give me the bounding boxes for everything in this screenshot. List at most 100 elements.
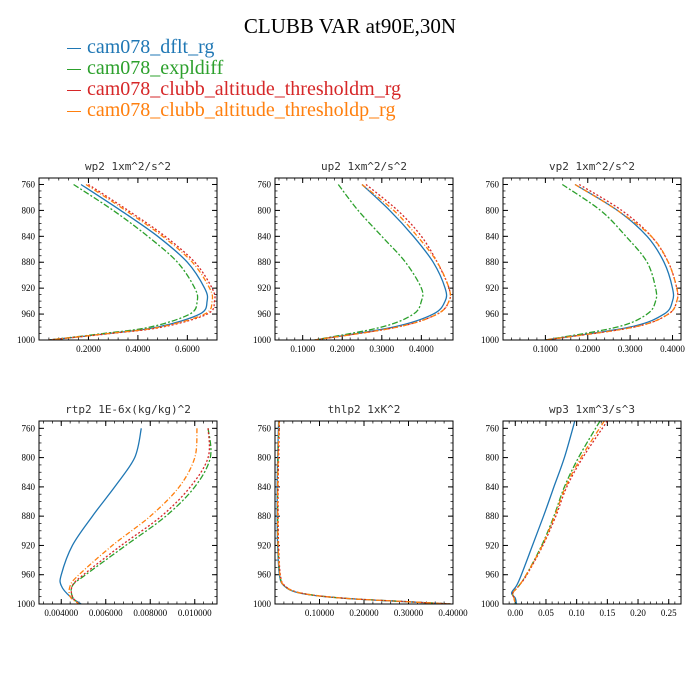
y-tick-label: 880 bbox=[258, 257, 272, 267]
series-line bbox=[545, 183, 675, 340]
y-tick-label: 880 bbox=[486, 257, 500, 267]
y-tick-label: 1000 bbox=[17, 335, 36, 345]
series-line bbox=[70, 428, 212, 604]
x-tick-label: 0.4000 bbox=[660, 344, 685, 354]
y-tick-label: 840 bbox=[486, 231, 500, 241]
y-tick-label: 920 bbox=[22, 540, 36, 550]
series-line bbox=[511, 421, 608, 604]
series-line bbox=[314, 183, 452, 340]
series-group bbox=[276, 421, 451, 604]
y-tick-label: 1000 bbox=[481, 335, 500, 345]
y-tick-label: 920 bbox=[22, 283, 36, 293]
y-tick-label: 800 bbox=[22, 453, 36, 463]
y-tick-label: 760 bbox=[486, 423, 500, 433]
y-tick-label: 880 bbox=[258, 511, 272, 521]
x-tick-label: 0.3000 bbox=[618, 344, 643, 354]
x-tick-label: 0.2000 bbox=[575, 344, 600, 354]
x-tick-label: 0.10 bbox=[569, 608, 585, 618]
y-tick-label: 840 bbox=[258, 231, 272, 241]
series-group bbox=[48, 183, 216, 340]
x-tick-label: 0.010000 bbox=[178, 608, 212, 618]
y-tick-label: 960 bbox=[258, 570, 272, 580]
x-tick-label: 0.3000 bbox=[369, 344, 394, 354]
series-group bbox=[545, 183, 679, 340]
y-tick-label: 800 bbox=[486, 205, 500, 215]
series-line bbox=[48, 183, 199, 340]
legend-swatch bbox=[67, 110, 81, 112]
series-line bbox=[545, 183, 679, 340]
series-line bbox=[314, 184, 448, 340]
y-tick-label: 960 bbox=[22, 570, 36, 580]
y-tick-label: 960 bbox=[486, 309, 500, 319]
panel-title: wp3 1xm^3/s^3 bbox=[549, 403, 635, 416]
series-line bbox=[48, 183, 216, 340]
y-tick-label: 800 bbox=[258, 205, 272, 215]
x-tick-label: 0.25 bbox=[661, 608, 677, 618]
x-tick-label: 0.1000 bbox=[290, 344, 315, 354]
legend-swatch bbox=[67, 89, 81, 91]
legend-swatch bbox=[67, 47, 81, 49]
x-tick-label: 0.2000 bbox=[330, 344, 355, 354]
y-tick-label: 880 bbox=[22, 511, 36, 521]
y-tick-label: 840 bbox=[258, 482, 272, 492]
y-tick-label: 880 bbox=[486, 511, 500, 521]
x-tick-label: 0.4000 bbox=[126, 344, 151, 354]
panel: wp2 1xm^2/s^2 760 800 840 880 920 960 1000 0.200… bbox=[17, 160, 218, 354]
legend-label: cam078_expldiff bbox=[87, 57, 224, 79]
x-tick-label: 0.6000 bbox=[175, 344, 200, 354]
panel-frame bbox=[274, 420, 454, 605]
panel-title: thlp2 1xK^2 bbox=[328, 403, 401, 416]
legend-label: cam078_clubb_altitude_thresholdp_rg bbox=[87, 99, 396, 121]
y-tick-label: 920 bbox=[486, 283, 500, 293]
series-line bbox=[545, 183, 658, 340]
panel-frame bbox=[274, 177, 454, 341]
legend-swatch bbox=[67, 68, 81, 70]
x-tick-label: 0.05 bbox=[538, 608, 554, 618]
y-tick-label: 800 bbox=[486, 453, 500, 463]
panel: wp3 1xm^3/s^3 760 800 840 880 920 960 1000 0.00 0… bbox=[481, 403, 682, 618]
panel-frame bbox=[38, 177, 218, 341]
y-tick-label: 880 bbox=[22, 257, 36, 267]
panel-frame bbox=[38, 420, 218, 605]
series-line bbox=[276, 421, 451, 604]
series-group bbox=[510, 421, 608, 604]
x-tick-label: 0.30000 bbox=[394, 608, 424, 618]
x-tick-label: 0.20000 bbox=[349, 608, 379, 618]
y-tick-label: 1000 bbox=[17, 599, 36, 609]
panel-title: rtp2 1E-6x(kg/kg)^2 bbox=[65, 403, 191, 416]
x-tick-label: 0.008000 bbox=[133, 608, 167, 618]
y-tick-label: 840 bbox=[22, 231, 36, 241]
series-line bbox=[48, 183, 214, 340]
series-line bbox=[68, 428, 198, 604]
panel: up2 1xm^2/s^2 760 800 840 880 920 960 1000 0.100… bbox=[253, 160, 454, 354]
x-tick-label: 0.15 bbox=[599, 608, 615, 618]
series-line bbox=[511, 421, 605, 604]
x-tick-label: 0.10000 bbox=[305, 608, 335, 618]
y-tick-label: 960 bbox=[258, 309, 272, 319]
y-tick-label: 960 bbox=[486, 570, 500, 580]
x-tick-label: 0.004000 bbox=[44, 608, 78, 618]
panel-frame bbox=[502, 177, 682, 341]
legend-item: cam078_clubb_altitude_thresholdp_rg bbox=[67, 100, 395, 120]
series-line bbox=[276, 421, 451, 604]
panel: thlp2 1xK^2 760 800 840 880 920 960 1000 0.10000… bbox=[253, 403, 468, 618]
legend-item: cam078_clubb_altitude_thresholdm_rg bbox=[67, 79, 401, 99]
legend-item: cam078_expldiff bbox=[67, 58, 223, 78]
x-tick-label: 0.2000 bbox=[76, 344, 101, 354]
panel-frame bbox=[502, 420, 682, 605]
y-tick-label: 800 bbox=[22, 205, 36, 215]
y-tick-label: 760 bbox=[486, 179, 500, 189]
x-tick-label: 0.20 bbox=[630, 608, 646, 618]
panel-title: vp2 1xm^2/s^2 bbox=[549, 160, 635, 173]
series-line bbox=[277, 421, 451, 604]
y-tick-label: 960 bbox=[22, 309, 36, 319]
y-tick-label: 1000 bbox=[481, 599, 500, 609]
series-group bbox=[314, 183, 452, 340]
y-tick-label: 840 bbox=[486, 482, 500, 492]
legend-label: cam078_dflt_rg bbox=[87, 36, 215, 58]
x-tick-label: 0.4000 bbox=[409, 344, 434, 354]
series-group bbox=[59, 428, 212, 604]
y-tick-label: 1000 bbox=[253, 335, 272, 345]
panel-title: up2 1xm^2/s^2 bbox=[321, 160, 407, 173]
